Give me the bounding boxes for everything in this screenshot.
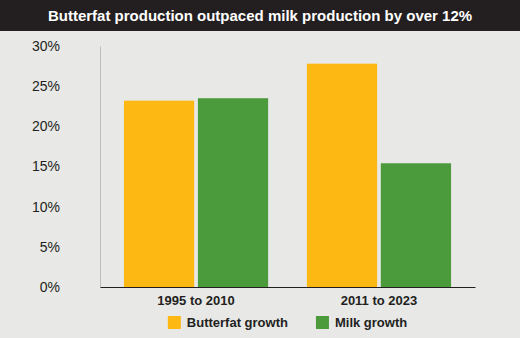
y-tick-label: 20% xyxy=(32,118,60,134)
y-tick: 20% xyxy=(32,118,100,134)
bar xyxy=(198,98,268,287)
legend-item: Butterfat growth xyxy=(168,315,288,330)
chart: Butterfat production outpaced milk produ… xyxy=(0,0,520,338)
bars xyxy=(124,64,451,287)
bar xyxy=(381,163,451,287)
x-axis: 1995 to 2010 2011 to 2023 xyxy=(101,287,476,308)
title: Butterfat production outpaced milk produ… xyxy=(48,7,472,24)
x-tick: 2011 to 2023 xyxy=(341,287,418,308)
legend-swatch xyxy=(168,316,181,329)
legend-label: Milk growth xyxy=(335,315,407,330)
y-tick: 25% xyxy=(32,78,100,94)
x-tick-label: 1995 to 2010 xyxy=(157,293,234,308)
y-tick: 5% xyxy=(40,239,100,255)
y-axis-line xyxy=(100,47,101,288)
x-tick-label: 2011 to 2023 xyxy=(341,293,418,308)
legend-swatch xyxy=(316,316,329,329)
bar xyxy=(307,64,377,287)
background xyxy=(0,0,520,338)
y-tick-label: 25% xyxy=(32,78,60,94)
x-axis-line xyxy=(101,287,476,288)
y-tick-label: 30% xyxy=(32,38,60,54)
y-tick: 30% xyxy=(32,38,100,54)
y-tick: 10% xyxy=(32,199,100,215)
y-tick-label: 5% xyxy=(40,239,60,255)
x-tick: 1995 to 2010 xyxy=(157,287,234,308)
y-tick: 0% xyxy=(40,279,100,295)
y-tick-label: 10% xyxy=(32,199,60,215)
y-tick-label: 15% xyxy=(32,158,60,174)
y-axis: 0% 5% 10% 15% 20% 25% 30% xyxy=(32,38,101,295)
legend: Butterfat growth Milk growth xyxy=(168,315,407,330)
title-bar xyxy=(0,0,520,31)
y-tick-label: 0% xyxy=(40,279,60,295)
bar xyxy=(124,101,194,287)
legend-item: Milk growth xyxy=(316,315,407,330)
legend-label: Butterfat growth xyxy=(187,315,288,330)
y-tick: 15% xyxy=(32,158,100,174)
